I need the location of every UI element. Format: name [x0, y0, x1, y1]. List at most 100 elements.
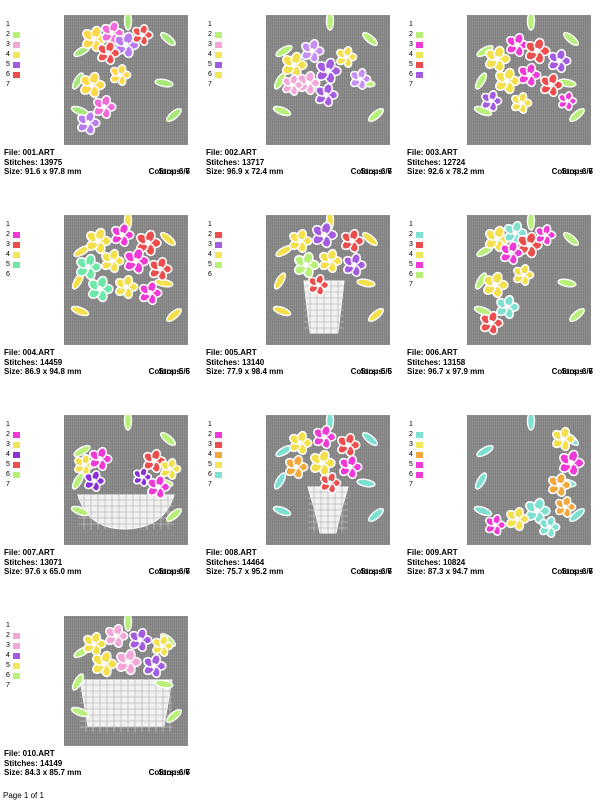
design-thumbnail[interactable] — [64, 415, 188, 545]
color-row: 3 — [208, 440, 224, 450]
color-row: 2 — [6, 430, 22, 440]
color-index: 1 — [409, 21, 413, 28]
design-thumbnail[interactable] — [64, 215, 188, 345]
flower-motif — [82, 25, 108, 53]
color-count: Colors: 6/7 — [551, 167, 593, 176]
color-list: 1 2 3 4 5 6 7 — [208, 20, 224, 90]
color-swatch — [13, 32, 20, 38]
color-swatch — [215, 222, 222, 228]
color-row: 3 — [208, 40, 224, 50]
design-info: File: 003.ART Stitches: 12724 Colors: 6/7 S… — [407, 148, 593, 177]
flower-motif — [124, 247, 150, 275]
leaf-motif — [473, 505, 493, 517]
flower-motif — [133, 467, 153, 487]
flower-motif — [511, 92, 533, 114]
color-index: 5 — [208, 261, 212, 268]
design-thumbnail[interactable] — [467, 415, 591, 545]
design-info: File: 001.ART Stitches: 13975 Colors: 6/7 S… — [4, 148, 190, 177]
color-swatch — [215, 42, 222, 48]
color-index: 1 — [208, 21, 212, 28]
color-row: 4 — [208, 250, 224, 260]
flower-motif — [316, 57, 342, 85]
flower-motif — [93, 94, 117, 120]
color-swatch — [13, 262, 20, 268]
color-swatch — [13, 633, 20, 639]
leaf-motif — [70, 505, 90, 517]
design-info: File: 007.ART Stitches: 13071 Colors: 6/7 S… — [4, 548, 190, 577]
color-row: 4 — [208, 450, 224, 460]
color-index: 5 — [6, 662, 10, 669]
flower-motif — [339, 454, 363, 480]
color-index: 5 — [409, 261, 413, 268]
color-row: 6 — [208, 70, 224, 80]
color-index: 2 — [6, 31, 10, 38]
color-swatch — [215, 242, 222, 248]
flower-motif — [285, 454, 309, 480]
color-row: 2 — [208, 230, 224, 240]
design-card-009: 1 2 3 4 5 6 7 File: 009.ART Stitches: 10824 Color… — [403, 415, 593, 600]
color-index: 4 — [6, 652, 10, 659]
color-swatch — [416, 272, 423, 278]
color-row: 4 — [409, 50, 425, 60]
color-swatch — [215, 262, 222, 268]
design-thumbnail[interactable] — [266, 215, 390, 345]
design-info: File: 002.ART Stitches: 13717 Colors: 6/7 S… — [206, 148, 392, 177]
color-row: 3 — [208, 240, 224, 250]
flower-motif — [552, 426, 576, 452]
color-row: 7 — [409, 80, 425, 90]
color-index: 6 — [409, 271, 413, 278]
color-row: 5 — [6, 60, 22, 70]
design-thumbnail[interactable] — [266, 15, 390, 145]
design-thumbnail[interactable] — [64, 616, 188, 746]
color-row: 2 — [208, 430, 224, 440]
color-index: 3 — [409, 441, 413, 448]
color-count: Colors: 5/6 — [148, 367, 190, 376]
design-thumbnail[interactable] — [467, 215, 591, 345]
stop-count: Stops: 6 — [360, 567, 392, 576]
design-thumbnail[interactable] — [467, 15, 591, 145]
flower-motif — [485, 514, 507, 536]
leaf-motif — [368, 307, 384, 323]
color-index: 7 — [208, 81, 212, 88]
color-swatch — [215, 442, 222, 448]
design-thumbnail[interactable] — [64, 15, 188, 145]
color-swatch — [416, 222, 423, 228]
color-row: 7 — [6, 80, 22, 90]
color-swatch — [13, 62, 20, 68]
design-thumbnail[interactable] — [266, 415, 390, 545]
color-index: 6 — [6, 471, 10, 478]
design-info: File: 004.ART Stitches: 14459 Colors: 5/6 S… — [4, 348, 190, 377]
color-index: 3 — [409, 241, 413, 248]
color-list: 1 2 3 4 5 6 — [6, 220, 22, 280]
flower-motif — [518, 62, 542, 88]
flower-motif — [343, 252, 367, 278]
color-row: 1 — [6, 420, 22, 430]
flower-motif — [86, 227, 112, 255]
leaf-motif — [154, 78, 174, 88]
color-index: 2 — [409, 231, 413, 238]
flower-motif — [310, 449, 336, 477]
flower-motif — [319, 248, 343, 274]
leaf-motif — [273, 472, 287, 490]
color-swatch — [215, 432, 222, 438]
leaf-motif — [273, 272, 287, 290]
flower-motif — [297, 70, 321, 96]
color-index: 6 — [208, 271, 212, 278]
color-swatch — [13, 52, 20, 58]
stop-count: Stops: 5 — [158, 367, 190, 376]
design-card-005: 1 2 3 4 5 6 File: 005.ART Stitches: 13140 Colors… — [202, 215, 392, 400]
flower-motif — [517, 231, 543, 259]
color-list: 1 2 3 4 5 6 7 — [6, 420, 22, 490]
design-info: File: 010.ART Stitches: 14149 Colors: 6/7 S… — [4, 749, 190, 778]
flower-motif — [111, 222, 135, 248]
leaf-motif — [356, 278, 376, 288]
file-name: File: 008.ART — [206, 548, 257, 557]
color-count: Colors: 6/7 — [551, 567, 593, 576]
leaf-motif — [557, 278, 577, 288]
color-row: 3 — [6, 440, 22, 450]
stop-count: Stops: 6 — [158, 768, 190, 777]
color-index: 4 — [409, 451, 413, 458]
color-index: 2 — [409, 431, 413, 438]
stitch-count: Stitches: 13158 — [407, 357, 466, 367]
embroidery-preview — [473, 215, 585, 336]
